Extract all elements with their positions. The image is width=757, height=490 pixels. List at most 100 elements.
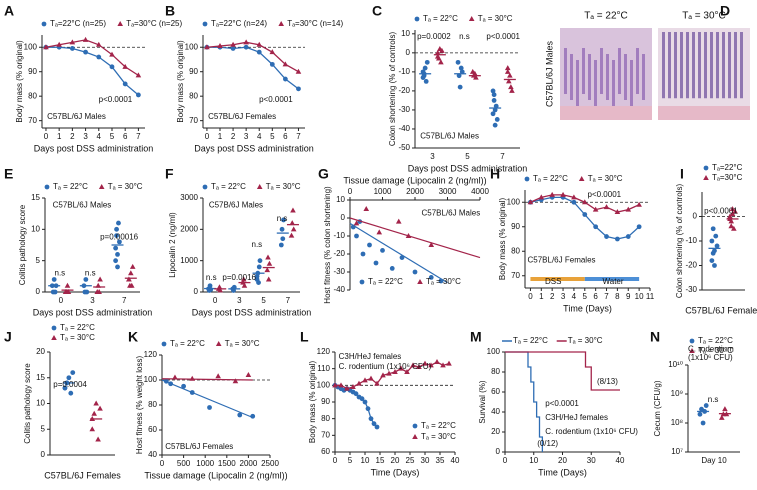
data-point [354,233,359,239]
data-point [83,277,89,282]
data-point [207,405,212,410]
y-tick-label: 10⁹ [671,389,683,398]
annotation: p=0.00016 [100,233,139,242]
y-tick-label: 60 [491,387,500,396]
x-axis-label: Days post DSS administration [33,307,153,317]
annotation: DSS [545,277,561,286]
legend-label: Tₐ=30°C (n=14) [287,19,343,28]
legend-label: Tₐ = 30°C [698,346,733,355]
x-tick-label: 7 [500,152,505,161]
y-axis-label: Survival (%) [478,380,487,423]
crypt [716,32,719,99]
crypt [722,32,725,99]
data-point [289,220,296,226]
x-tick-label: 30 [421,456,430,465]
data-point [398,365,404,371]
image-title: Tₐ = 22°C [584,11,628,22]
crypt [642,54,645,100]
x-tick-label: 0 [213,296,218,305]
y-tick-label: -10 [398,67,410,76]
y-tick-label: 5 [41,424,46,433]
crypt [570,54,573,100]
y-tick-label: 90 [28,67,37,76]
legend-marker [689,338,695,344]
data-point [473,74,479,80]
data-point [492,122,498,128]
data-point [217,287,224,293]
legend-marker [468,16,475,21]
data-point [493,103,499,109]
data-point [376,229,383,235]
data-point [363,206,370,211]
x-tick-label: 0 [205,132,210,141]
data-point [279,226,285,232]
y-tick-label: 100 [185,42,199,51]
y-tick-label: 100 [507,197,521,206]
legend-label: Tₐ = 22°C [211,182,246,191]
y-tick-label: 3000 [180,193,198,202]
legend-label: Tₐ = 22°C [513,336,548,345]
legend-label: Tₐ = 22°C [421,421,456,430]
annotation: C57BL/6J Females [528,256,596,265]
data-point [410,362,416,368]
data-point [353,391,359,397]
legend-label: Tₐ = 30°C [568,336,603,345]
x-tick-label: 1500 [218,459,236,468]
x-tick-label: 10 [361,456,370,465]
data-point [472,70,478,76]
annotation: p=0.0004 [53,380,87,389]
data-point [504,65,511,71]
annotation: C57B/6J Males [209,201,263,210]
data-point [350,384,356,389]
data-point [732,208,738,214]
data-point [116,220,121,226]
data-point [456,73,462,79]
data-point [458,65,464,71]
data-point [625,206,632,212]
data-point [265,254,271,260]
legend-marker [578,176,585,181]
legend-marker [161,341,167,347]
y-tick-label: 15 [36,373,45,382]
data-point [96,54,102,60]
data-point [290,226,297,232]
data-point [604,234,609,239]
data-point [43,44,49,50]
panel-letter: D [720,3,730,19]
y-tick-label: 0 [496,447,501,456]
data-point [264,267,271,273]
crypt [606,54,609,100]
annotation: n.s [708,395,719,404]
y-tick-label: 0 [36,287,41,296]
x-tick-label: 20 [391,456,400,465]
x-tick-label: 0 [160,459,165,468]
data-point [70,370,76,375]
data-point [356,380,362,386]
data-point [288,232,295,238]
crypt [704,32,707,99]
x-tick-label: 7 [286,296,291,305]
fit-line [349,222,448,284]
x-tick-label: 1 [57,132,62,141]
data-point [68,390,74,396]
data-point [280,236,286,242]
y-tick-label: 10 [36,399,45,408]
data-point [422,360,428,366]
x-tick-label: Day 10 [701,456,727,465]
data-point [508,84,514,90]
data-point [344,385,350,391]
data-point [423,78,429,84]
annotation: p<0.0001 [259,95,293,104]
data-point [240,276,247,282]
data-point [714,243,720,249]
data-point [422,65,428,71]
annotation: n.s [277,214,288,223]
data-point [128,270,134,276]
y-tick-label: 120 [317,347,331,356]
x-tick-label: 3 [83,132,88,141]
x-tick-label: 0 [59,296,64,305]
x-tick-label: 3 [237,296,242,305]
data-point [491,92,497,98]
legend-marker [117,21,123,26]
x-tick-label: 0 [44,132,49,141]
